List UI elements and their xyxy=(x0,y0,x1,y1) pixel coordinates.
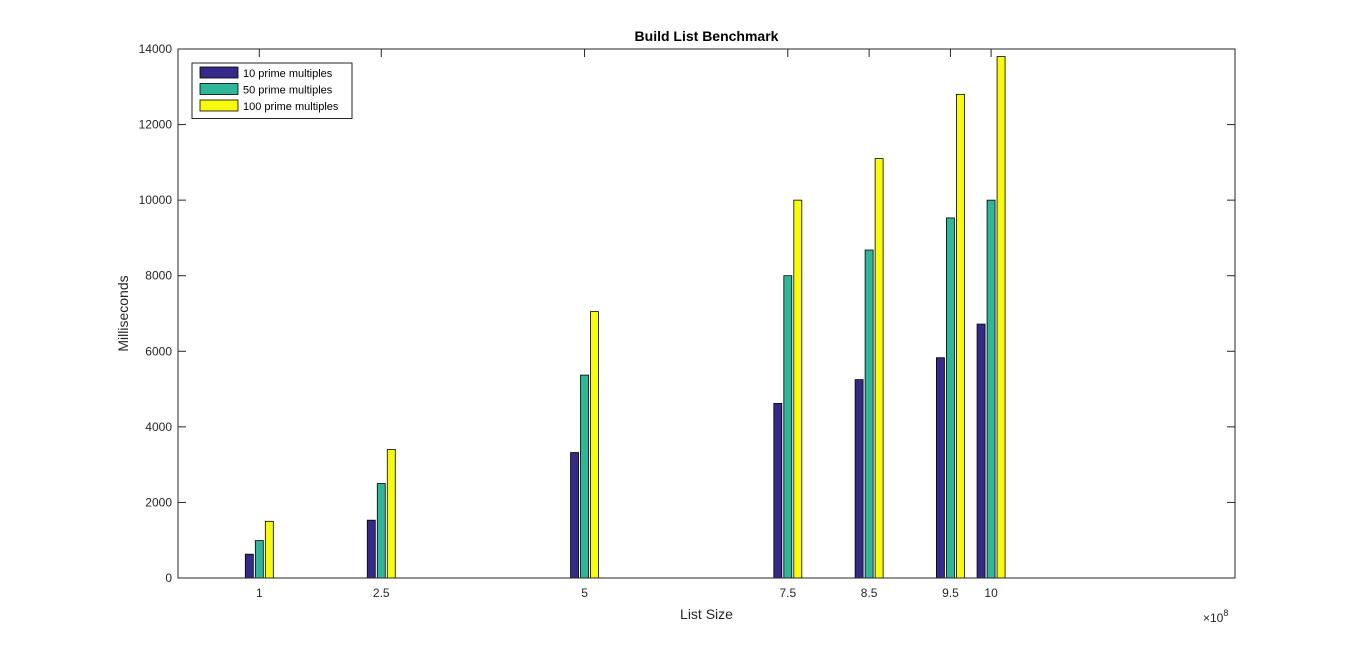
bar xyxy=(386,449,396,579)
legend-label: 50 prime multiples xyxy=(243,85,333,97)
x-tick-label: 8.5 xyxy=(861,586,878,600)
bar xyxy=(590,311,599,579)
bar xyxy=(366,519,376,579)
x-tick-label: 1 xyxy=(256,586,263,600)
bar xyxy=(936,357,945,579)
legend: 10 prime multiples 50 prime multiples 100 … xyxy=(191,62,353,119)
bar xyxy=(986,199,996,579)
bar xyxy=(254,540,264,579)
bar xyxy=(976,323,986,579)
plot-frame xyxy=(177,48,1236,579)
bar xyxy=(854,379,864,579)
x-tick-label: 2.5 xyxy=(373,586,390,600)
chart-title: Build List Benchmark xyxy=(635,28,779,44)
bar xyxy=(864,249,874,579)
y-tick-label: 12000 xyxy=(139,118,173,132)
y-tick-label: 0 xyxy=(165,571,172,585)
bar xyxy=(264,520,274,579)
y-tick-label: 6000 xyxy=(145,344,172,358)
legend-label: 100 prime multiples xyxy=(243,101,339,113)
bar xyxy=(580,374,589,579)
x-exponent-base: ×10 xyxy=(1203,611,1224,625)
y-tick-label: 10000 xyxy=(139,193,173,207)
x-exponent-power: 8 xyxy=(1223,608,1228,618)
tick-labels: 0 2000 4000 6000 8000 10000 12000 14000 1 2.5 5 7.5… xyxy=(139,42,998,600)
bar xyxy=(783,275,793,579)
x-tick-label: 9.5 xyxy=(942,586,959,600)
y-tick-label: 8000 xyxy=(145,269,172,283)
y-axis-label: Milliseconds xyxy=(115,275,131,351)
bar xyxy=(874,158,884,579)
bar xyxy=(793,199,803,579)
y-tick-label: 2000 xyxy=(145,495,172,509)
x-axis-label: List Size xyxy=(680,606,733,622)
x-exponent-label: ×108 xyxy=(1203,608,1228,625)
bar xyxy=(946,217,955,579)
bar xyxy=(956,93,965,579)
x-tick-label: 10 xyxy=(984,586,998,600)
x-tick-label: 5 xyxy=(581,586,588,600)
legend-swatch xyxy=(199,83,239,95)
bar xyxy=(996,56,1006,579)
legend-label: 10 prime multiples xyxy=(243,68,333,80)
legend-swatch xyxy=(199,66,239,79)
axes-ticks xyxy=(178,48,1235,579)
bars-group xyxy=(244,56,1006,579)
bar xyxy=(244,553,254,579)
bar xyxy=(570,452,579,579)
y-tick-label: 4000 xyxy=(145,420,172,434)
x-tick-label: 7.5 xyxy=(779,586,796,600)
bar xyxy=(773,403,783,579)
y-tick-label: 14000 xyxy=(139,42,173,56)
legend-swatch xyxy=(199,99,239,112)
bar xyxy=(376,483,386,579)
